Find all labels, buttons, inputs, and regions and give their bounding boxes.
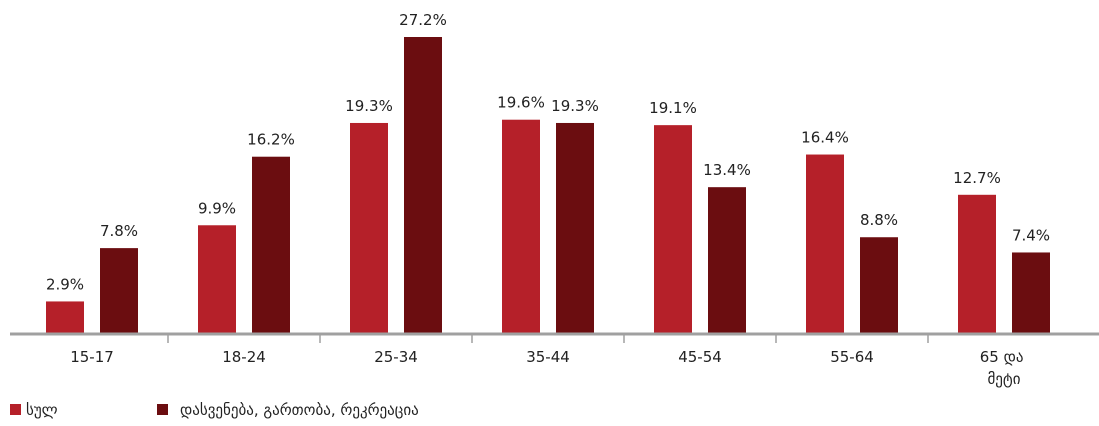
data-label: 27.2% [399, 11, 447, 29]
data-label: 13.4% [703, 161, 751, 179]
x-tick-label-line: მეტი [987, 370, 1020, 388]
data-label: 2.9% [46, 275, 84, 293]
data-label: 19.6% [497, 94, 545, 112]
bar [404, 37, 442, 333]
x-tick-label: 45-54 [678, 348, 722, 366]
legend-swatch [10, 404, 21, 415]
data-label: 19.3% [551, 97, 599, 115]
x-tick-label-line: 65 და [980, 348, 1029, 366]
bar [806, 154, 844, 333]
bar [46, 301, 84, 333]
x-tick-label: 35-44 [526, 348, 570, 366]
data-label: 19.1% [649, 99, 697, 117]
x-tick-label: 25-34 [374, 348, 418, 366]
bar [556, 122, 594, 334]
bar [350, 122, 388, 334]
bar [958, 194, 996, 333]
data-label: 8.8% [860, 211, 898, 229]
x-tick-label: 65 და მეტი [980, 348, 1029, 388]
bar [860, 237, 898, 333]
x-tick-label: 18-24 [222, 348, 266, 366]
bar [198, 225, 236, 333]
bar [708, 187, 746, 333]
data-label: 7.8% [100, 222, 138, 240]
legend-label: დასვენება, გართობა, რეკრეაცია [180, 401, 419, 419]
data-label: 16.4% [801, 129, 849, 147]
bar [654, 125, 692, 333]
x-tick-label: 15-17 [70, 348, 114, 366]
data-label: 12.7% [953, 169, 1001, 187]
data-label: 7.4% [1012, 226, 1050, 244]
data-label: 16.2% [247, 131, 295, 149]
bar [502, 119, 540, 334]
data-label: 9.9% [198, 199, 236, 217]
bar [1012, 252, 1050, 333]
bar [100, 248, 138, 333]
legend-swatch [157, 404, 168, 415]
data-label: 19.3% [345, 97, 393, 115]
legend-label: სულ [26, 401, 58, 419]
bar [252, 156, 290, 333]
x-tick-label: 55-64 [830, 348, 874, 366]
